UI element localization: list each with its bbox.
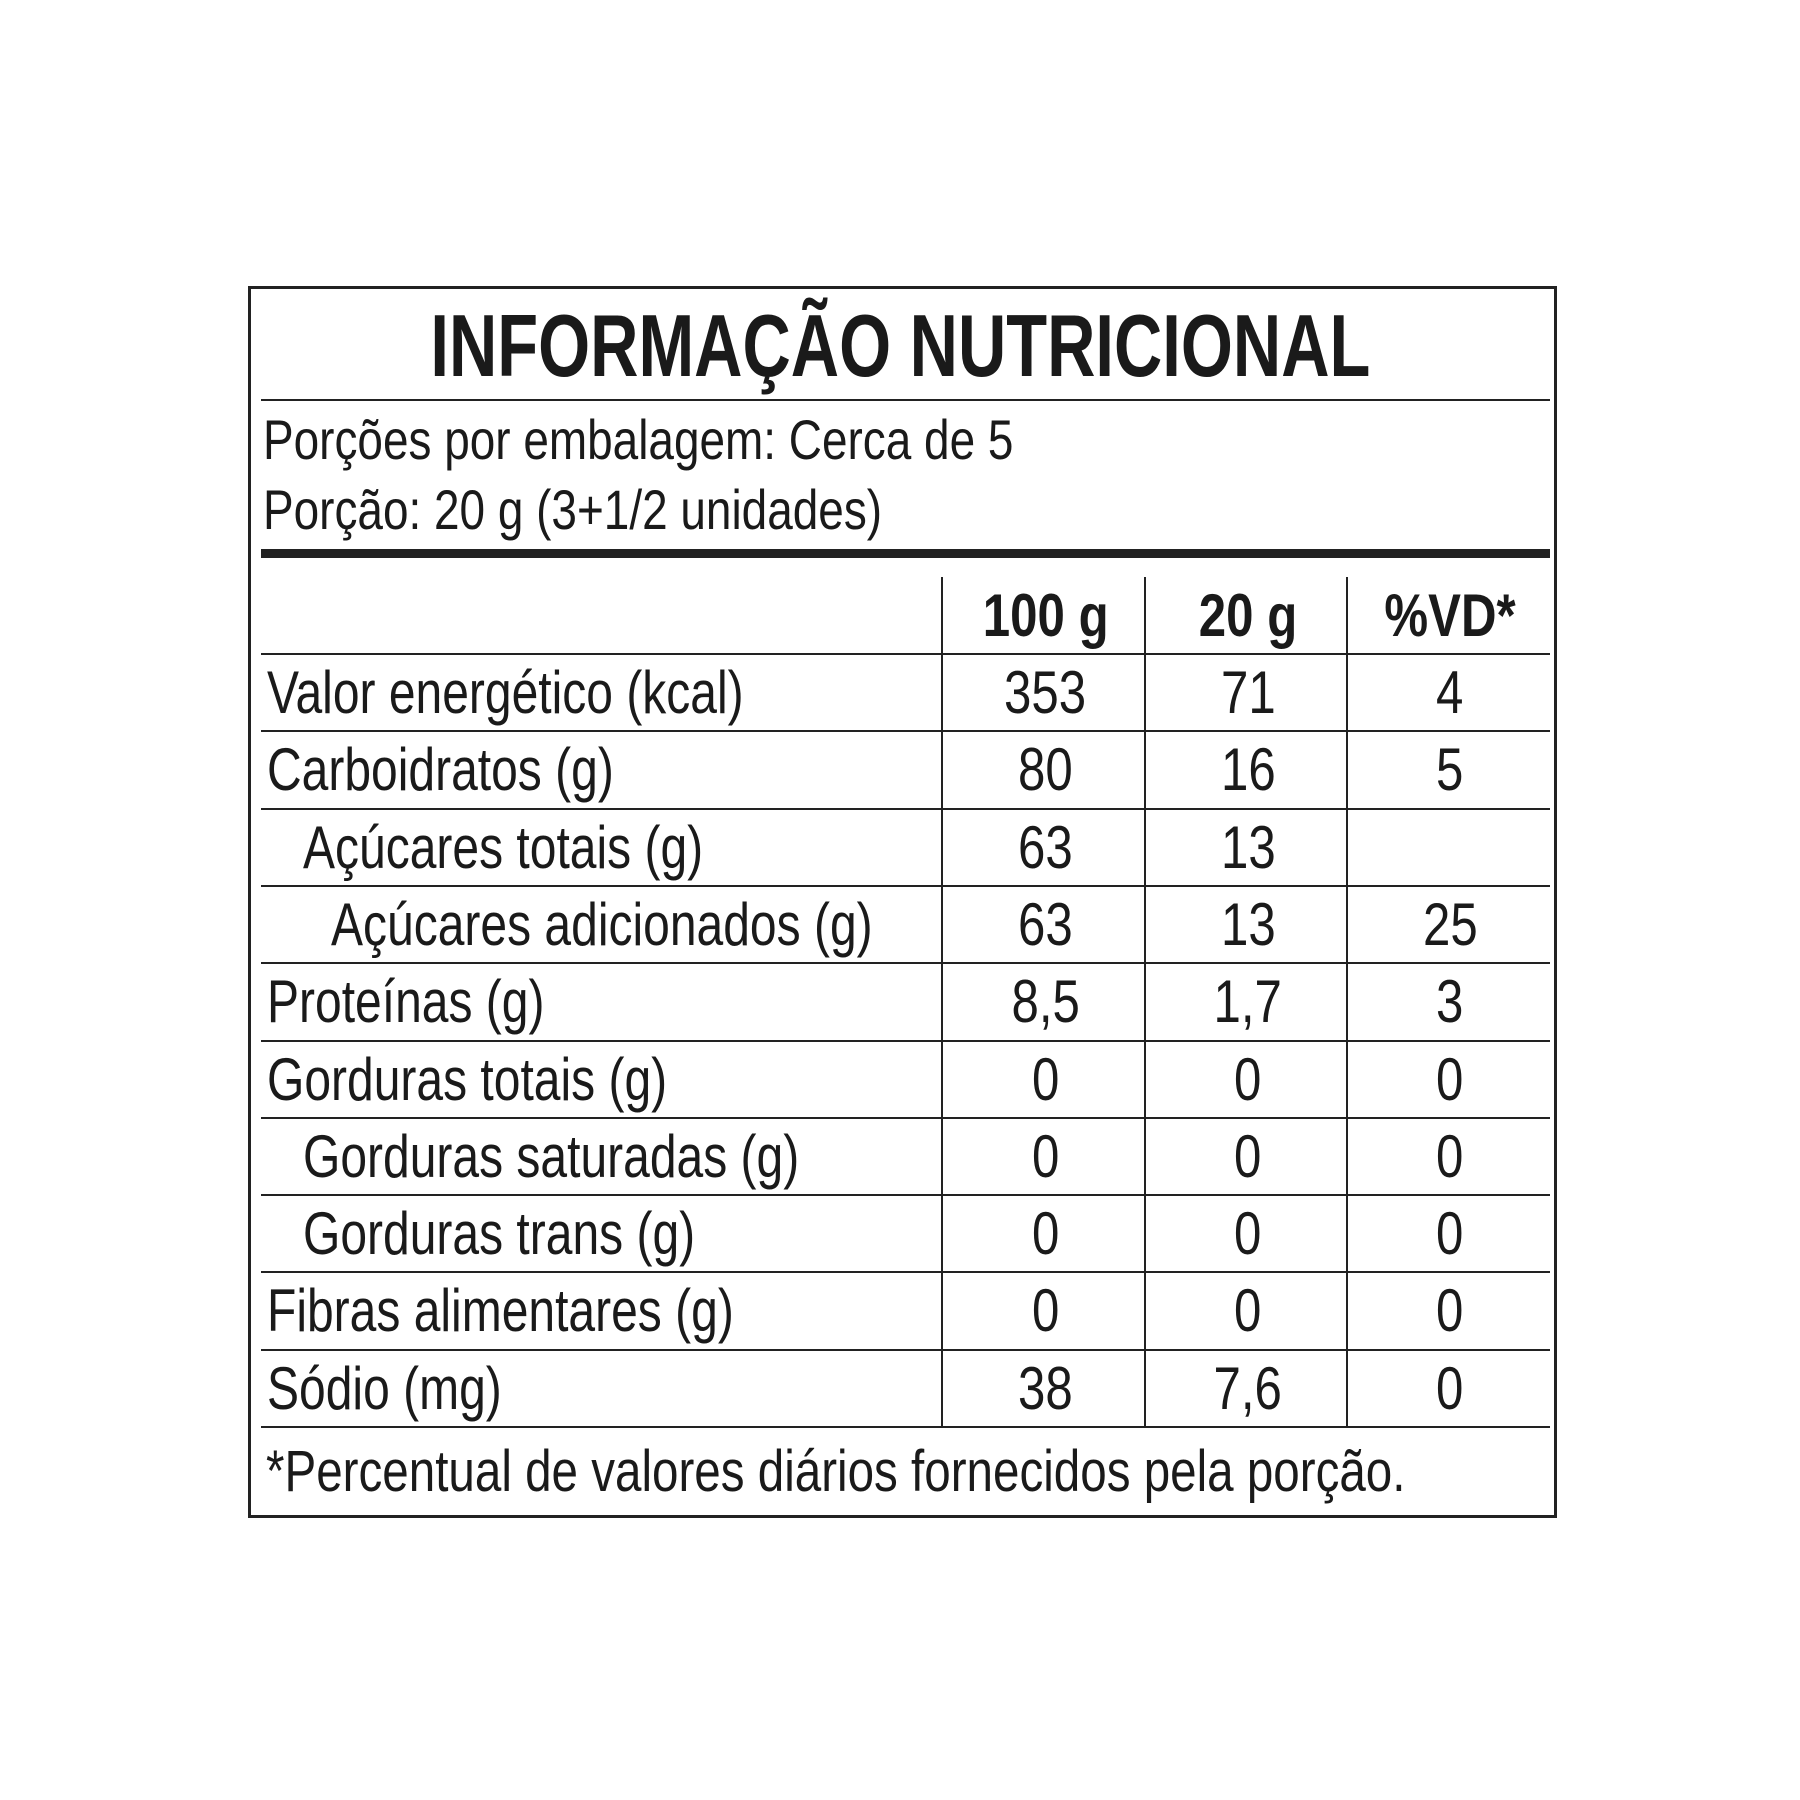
- value-vd: 4: [1436, 659, 1464, 726]
- table-row: Sódio (mg) 38 7,6 0: [261, 1350, 1550, 1427]
- value-vd: 0: [1436, 1122, 1464, 1190]
- value-100g: 0: [1031, 1045, 1060, 1113]
- value-20g: 0: [1234, 1200, 1262, 1268]
- table-row: Gorduras saturadas (g) 0 0 0: [261, 1118, 1550, 1195]
- servings-per-package-text: Porções por embalagem: Cerca de 5: [263, 408, 1014, 471]
- value-100g: 38: [1018, 1354, 1073, 1422]
- value-vd: 0: [1436, 1277, 1464, 1345]
- panel-title-text: INFORMAÇÃO NUTRICIONAL: [430, 296, 1370, 395]
- row-divider: [261, 1271, 1550, 1274]
- header-20g: 20 g: [1198, 582, 1298, 649]
- value-100g: 80: [1018, 736, 1073, 804]
- nutrition-facts-panel: [248, 286, 1557, 1518]
- table-row: Carboidratos (g) 80 16 5: [261, 731, 1550, 808]
- value-20g: 7,6: [1213, 1354, 1283, 1422]
- value-vd: 3: [1436, 968, 1464, 1036]
- header-vd: %VD*: [1384, 582, 1516, 649]
- row-divider: [261, 884, 1550, 887]
- value-20g: 16: [1220, 736, 1276, 804]
- nutrient-label: Gorduras trans (g): [303, 1200, 696, 1268]
- column-divider: [941, 577, 943, 1427]
- table-row: Açúcares adicionados (g) 63 13 25: [261, 886, 1550, 963]
- panel-title: INFORMAÇÃO NUTRICIONAL: [0, 296, 1800, 396]
- nutrient-label: Açúcares adicionados (g): [331, 890, 873, 958]
- row-divider: [261, 962, 1550, 965]
- value-20g: 13: [1220, 890, 1276, 958]
- table-row: Valor energético (kcal) 353 71 4: [261, 654, 1550, 731]
- value-20g: 0: [1234, 1045, 1262, 1113]
- value-100g: 0: [1031, 1200, 1060, 1268]
- value-100g: 353: [1004, 659, 1087, 726]
- value-20g: 1,7: [1213, 968, 1283, 1036]
- nutrient-label: Gorduras saturadas (g): [303, 1122, 800, 1190]
- nutrient-label: Açúcares totais (g): [303, 813, 704, 881]
- value-vd: 5: [1436, 736, 1464, 804]
- nutrient-label: Gorduras totais (g): [267, 1045, 668, 1113]
- table-row: Proteínas (g) 8,5 1,7 3: [261, 963, 1550, 1040]
- table-header: 100 g 20 g %VD*: [261, 577, 1550, 654]
- value-100g: 0: [1031, 1277, 1060, 1345]
- column-divider: [1144, 577, 1146, 1427]
- nutrient-label: Sódio (mg): [267, 1354, 502, 1422]
- footnote-text: *Percentual de valores diários fornecido…: [266, 1439, 1406, 1504]
- table-row: Gorduras trans (g) 0 0 0: [261, 1195, 1550, 1272]
- servings-per-package: Porções por embalagem: Cerca de 5: [263, 410, 1178, 470]
- footnote: *Percentual de valores diários fornecido…: [266, 1432, 1656, 1512]
- value-100g: 63: [1018, 813, 1073, 881]
- row-divider: [261, 1116, 1550, 1119]
- table-row: Gorduras totais (g) 0 0 0: [261, 1041, 1550, 1118]
- value-20g: 13: [1220, 813, 1276, 881]
- value-100g: 0: [1031, 1122, 1060, 1190]
- value-20g: 0: [1234, 1277, 1262, 1345]
- value-vd: 0: [1436, 1200, 1464, 1268]
- row-divider: [261, 807, 1550, 810]
- table-row: Fibras alimentares (g) 0 0 0: [261, 1272, 1550, 1349]
- row-divider: [261, 1194, 1550, 1197]
- value-20g: 71: [1220, 659, 1276, 726]
- value-100g: 8,5: [1011, 968, 1080, 1036]
- value-20g: 0: [1234, 1122, 1262, 1190]
- nutrient-label: Proteínas (g): [267, 968, 545, 1036]
- thick-divider: [261, 549, 1550, 558]
- nutrient-label: Valor energético (kcal): [267, 659, 744, 726]
- row-divider: [261, 653, 1550, 655]
- serving-size: Porção: 20 g (3+1/2 unidades): [263, 480, 1018, 540]
- row-divider: [261, 1039, 1550, 1042]
- value-vd: 0: [1436, 1354, 1464, 1422]
- value-vd: 25: [1422, 890, 1478, 958]
- table-row: Açúcares totais (g) 63 13: [261, 809, 1550, 886]
- row-divider: [261, 1348, 1550, 1351]
- column-divider: [1346, 577, 1348, 1427]
- header-100g: 100 g: [982, 582, 1109, 649]
- value-vd: 0: [1436, 1045, 1464, 1113]
- nutrient-label: Carboidratos (g): [267, 736, 614, 804]
- value-vd: [1349, 809, 1551, 886]
- row-divider: [261, 730, 1550, 733]
- nutrient-label: Fibras alimentares (g): [267, 1277, 734, 1345]
- row-divider: [261, 1426, 1550, 1428]
- divider: [261, 399, 1550, 401]
- serving-size-text: Porção: 20 g (3+1/2 unidades): [263, 478, 883, 541]
- value-100g: 63: [1018, 890, 1073, 958]
